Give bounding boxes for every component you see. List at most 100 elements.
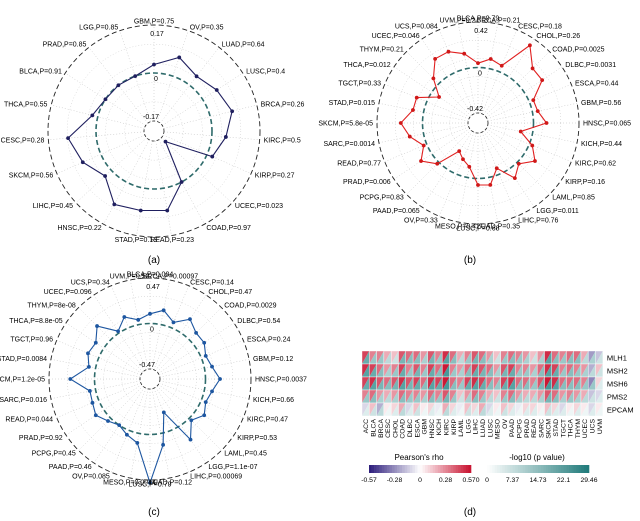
radar-category-label: SKCM,P=1.2e-05	[0, 377, 45, 384]
heatmap-cell-pvalue	[573, 377, 581, 390]
heatmap-cell-rho	[383, 403, 392, 416]
radar-point	[431, 76, 436, 81]
heatmap-cell-rho	[588, 390, 596, 403]
radar-point	[103, 174, 107, 178]
heatmap-cell-pvalue	[471, 377, 479, 390]
heatmap-cell-rho	[529, 403, 538, 416]
heatmap-cell-pvalue	[544, 403, 552, 416]
radar-point	[136, 317, 141, 322]
colorbar-pvalue-segment	[571, 465, 574, 473]
colorbar-pvalue-segment	[568, 465, 572, 473]
heatmap-cell-pvalue	[493, 403, 501, 416]
radar-point	[494, 166, 499, 171]
radar-category-label: BLCA,P=0.79	[457, 16, 500, 23]
radar-spoke	[158, 139, 205, 225]
heatmap-cell-pvalue	[551, 351, 560, 364]
radar-category-label: OV,P=0.35	[190, 24, 224, 31]
colorbar-rho-segment	[379, 465, 383, 473]
radar-spoke	[483, 38, 535, 115]
colorbar-rho-tick: -0.57	[361, 477, 377, 484]
colorbar-rho-segment	[440, 465, 444, 473]
heatmap-cell-pvalue	[478, 403, 487, 416]
radar-grid-ring	[431, 76, 525, 170]
radar-point	[194, 74, 199, 79]
radar-point	[116, 329, 120, 334]
radar-grid-ring	[86, 63, 222, 199]
heatmap-column-label: CESC	[385, 419, 392, 438]
colorbar-pvalue-segment	[540, 465, 544, 473]
colorbar-rho-segment	[442, 465, 446, 473]
heatmap-cell-pvalue	[537, 403, 545, 416]
heatmap-cell-pvalue	[442, 351, 450, 364]
heatmap-cell-pvalue	[435, 364, 443, 377]
heatmap-cell-rho	[420, 377, 428, 390]
heatmap-cell-pvalue	[427, 351, 435, 364]
heatmap-cell-rho	[420, 364, 428, 377]
radar-point	[117, 423, 122, 428]
heatmap-cell-pvalue	[522, 390, 530, 403]
heatmap-cell-pvalue	[566, 351, 574, 364]
heatmap-cell-pvalue	[581, 364, 589, 377]
heatmap-cell-pvalue	[464, 377, 472, 390]
heatmap-cell-rho	[515, 364, 523, 377]
heatmap-cell-rho	[442, 377, 450, 390]
radar-category-label: LUAD,P=0.35	[477, 223, 520, 230]
heatmap-cell-rho	[420, 403, 428, 416]
radar-point	[414, 95, 419, 100]
colorbar-pvalue-segment	[522, 465, 526, 473]
radar-category-label: CESC,P=0.14	[190, 279, 234, 286]
radar-point	[106, 419, 110, 423]
radar-point	[133, 74, 138, 79]
radar-outer-ring	[47, 24, 261, 238]
heatmap-cell-pvalue	[464, 364, 472, 377]
heatmap-cell-pvalue	[435, 351, 443, 364]
heatmap-cell-pvalue	[486, 390, 494, 403]
heatmap-cell-pvalue	[405, 364, 414, 377]
heatmap-column-label: ACC	[363, 419, 370, 433]
colorbar-rho-segment	[455, 465, 459, 473]
radar-point	[518, 129, 523, 134]
heatmap-column-label: CHOL	[392, 419, 399, 438]
radar-category-label: LIHC,P=0.45	[33, 203, 73, 210]
heatmap-cell-pvalue	[398, 351, 406, 364]
heatmap-cell-pvalue	[427, 377, 435, 390]
radar-point	[462, 51, 467, 56]
heatmap-cell-rho	[493, 403, 501, 416]
heatmap-cell-pvalue	[464, 403, 472, 416]
heatmap-cell-rho	[544, 390, 552, 403]
heatmap-cell-pvalue	[573, 390, 581, 403]
heatmap-cell-pvalue	[493, 351, 501, 364]
radar-point	[411, 108, 415, 112]
radar-point	[161, 410, 166, 415]
radar-point	[210, 154, 215, 159]
radar-spoke	[157, 30, 189, 122]
heatmap-cell-rho	[478, 403, 487, 416]
heatmap-cell-rho	[478, 351, 487, 364]
radar-category-label: UCEC,P=0.023	[235, 203, 283, 210]
colorbar-rho-tick: -0.28	[387, 477, 403, 484]
heatmap-cell-pvalue	[559, 403, 567, 416]
heatmap-column-label: LUSC	[487, 419, 494, 437]
radar-point	[93, 340, 98, 345]
ring-label-max: 0.42	[474, 28, 488, 35]
heatmap-cell-rho	[588, 351, 596, 364]
radar-point	[435, 161, 440, 166]
heatmap-cell-pvalue	[522, 364, 530, 377]
radar-spoke	[48, 131, 145, 141]
heatmap-cell-pvalue	[500, 390, 508, 403]
heatmap-cell-pvalue	[559, 364, 567, 377]
colorbar-rho-segment	[404, 465, 408, 473]
heatmap-cell-pvalue	[391, 351, 399, 364]
colorbar-pvalue-segment	[560, 465, 564, 473]
colorbar-rho-segment	[414, 465, 418, 473]
heatmap-cell-pvalue	[529, 377, 538, 390]
heatmap-cell-pvalue	[383, 403, 392, 416]
radar-point	[177, 55, 182, 60]
heatmap-column-label: KICH	[436, 419, 443, 435]
colorbar-rho-segment	[394, 465, 398, 473]
radar-point	[103, 97, 108, 102]
radar-category-label: GBM,P=0.12	[253, 356, 293, 363]
radar-point	[189, 418, 194, 423]
heatmap-cell-rho	[456, 390, 465, 403]
heatmap-cell-pvalue	[456, 364, 465, 377]
